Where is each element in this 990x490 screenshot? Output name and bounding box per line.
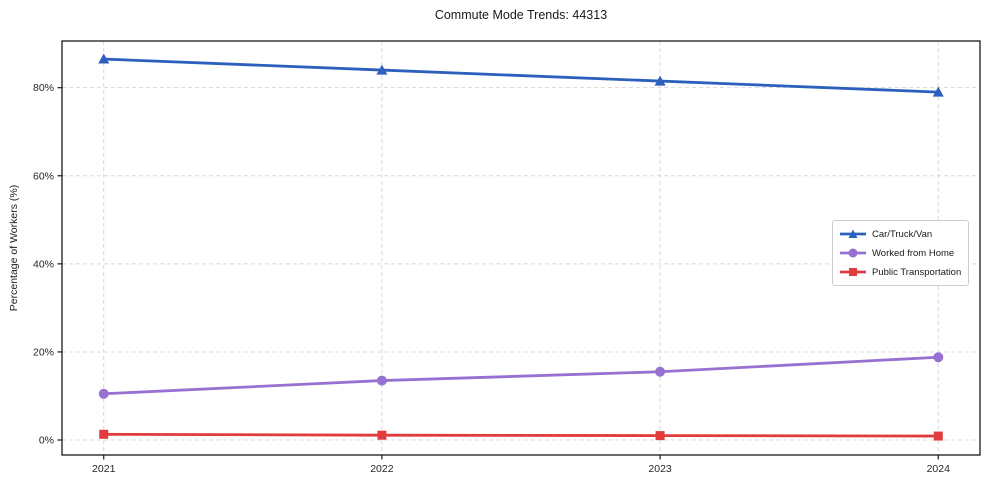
y-tick-label: 80% xyxy=(33,82,54,94)
legend-triangle-marker-icon xyxy=(840,229,866,238)
x-tick-label: 2021 xyxy=(92,463,116,475)
series-line-public-transportation xyxy=(102,432,940,438)
data-point-triangle-car-truck-van xyxy=(98,53,110,64)
legend-label: Public Transportation xyxy=(872,266,962,278)
legend-item-public-transportation: Public Transportation xyxy=(839,263,961,281)
x-tick-label: 2022 xyxy=(370,463,394,475)
legend: Car/Truck/Van Worked from Home Public Tran… xyxy=(832,220,970,286)
y-tick-label: 60% xyxy=(33,170,54,182)
x-tick-label: 2023 xyxy=(648,463,672,475)
data-point-circle-worked-from-home xyxy=(655,366,666,377)
data-point-triangle-car-truck-van xyxy=(376,64,388,75)
data-point-circle-worked-from-home xyxy=(933,352,944,363)
data-point-square-public-transportation xyxy=(655,431,665,441)
data-point-square-public-transportation xyxy=(377,430,387,440)
legend-label: Car/Truck/Van xyxy=(872,228,933,240)
series-line-car-truck-van xyxy=(102,57,940,94)
data-point-triangle-car-truck-van xyxy=(932,86,944,97)
legend-square-marker-icon xyxy=(840,268,866,276)
y-tick-label: 20% xyxy=(33,346,54,358)
data-point-triangle-car-truck-van xyxy=(654,75,666,86)
data-point-square-public-transportation xyxy=(99,429,109,439)
series-line-worked-from-home xyxy=(102,355,940,396)
axes-spines xyxy=(61,40,981,456)
legend-label: Worked from Home xyxy=(872,247,955,259)
legend-circle-marker-icon xyxy=(840,248,866,258)
legend-item-worked-from-home: Worked from Home xyxy=(839,244,961,262)
data-point-circle-worked-from-home xyxy=(376,375,387,386)
data-point-circle-worked-from-home xyxy=(98,388,109,399)
chart-title: Commute Mode Trends: 44313 xyxy=(434,8,608,22)
y-tick-label: 0% xyxy=(39,435,54,447)
legend-item-car-truck-van: Car/Truck/Van xyxy=(839,225,961,243)
data-point-square-public-transportation xyxy=(933,431,943,441)
y-tick-label: 40% xyxy=(33,258,54,270)
x-tick-label: 2024 xyxy=(927,463,951,475)
